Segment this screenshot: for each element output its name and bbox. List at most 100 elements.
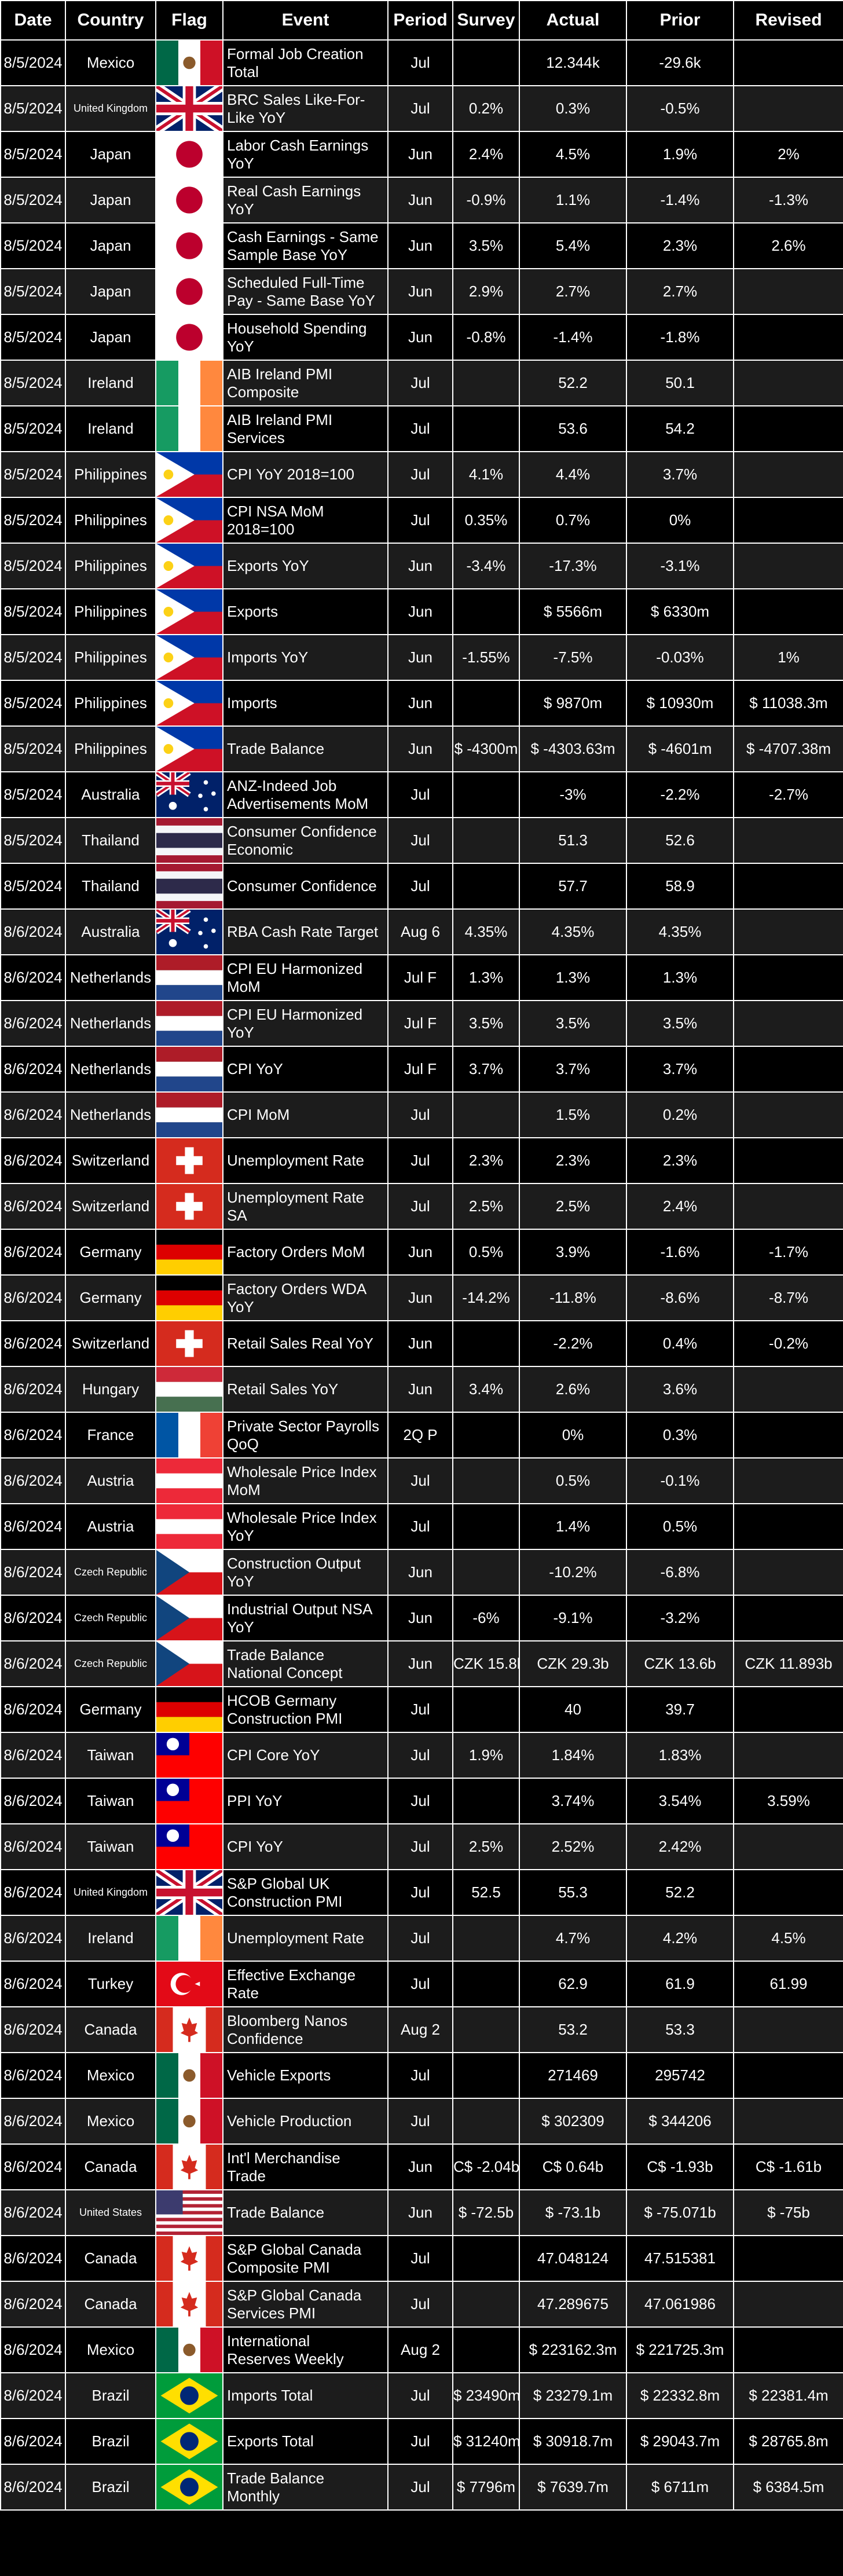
country-cell: Thailand [65,863,156,910]
switzerland-flag-icon [157,1185,222,1228]
country-cell: Netherlands [65,954,156,1001]
header-flag: Flag [155,0,223,41]
prior-cell: $ 22332.8m [626,2372,734,2419]
date-cell: 8/6/2024 [0,2235,66,2282]
flag-cell [155,588,223,635]
survey-cell [452,1915,520,1962]
event-cell: Wholesale Price Index MoM [222,1457,388,1504]
table-row: 8/6/2024 Australia RBA Cash Rate Target Aug… [0,908,843,955]
actual-cell: C$ 0.64b [519,2143,627,2190]
survey-cell: 3.5% [452,222,520,269]
mexico-flag-icon [157,2054,222,2097]
period-cell: Jul [387,360,453,406]
table-row: 8/6/2024 Germany Factory Orders WDA YoY Jun… [0,1274,843,1321]
header-row: Date Country Flag Event Period Survey Ac… [0,0,843,41]
prior-cell: 0% [626,497,734,544]
table-row: 8/6/2024 Austria Wholesale Price Index MoM… [0,1457,843,1504]
survey-cell [452,1412,520,1459]
flag-cell [155,497,223,544]
date-cell: 8/5/2024 [0,817,66,864]
date-cell: 8/5/2024 [0,177,66,223]
period-cell: Aug 6 [387,908,453,955]
table-row: 8/5/2024 Thailand Consumer Confidence Jul 57… [0,863,843,910]
actual-cell: 53.6 [519,405,627,452]
table-row: 8/5/2024 Philippines Imports Jun $ 9870m $ 10… [0,680,843,727]
header-revised: Revised [733,0,843,41]
period-cell: Jul [387,817,453,864]
period-cell: Jul [387,1961,453,2007]
brazil-flag-icon [157,2465,222,2509]
revised-cell [733,2052,843,2099]
canada-flag-icon [157,2008,222,2051]
survey-cell: -0.9% [452,177,520,223]
event-cell: Imports Total [222,2372,388,2419]
flag-cell [155,771,223,818]
event-cell: Trade Balance [222,725,388,772]
period-cell: Jul [387,1778,453,1824]
survey-cell: 2.9% [452,268,520,315]
flag-cell [155,680,223,727]
event-cell: Imports [222,680,388,727]
period-cell: Jul [387,1091,453,1138]
mexico-flag-icon [157,41,222,85]
flag-cell [155,1732,223,1779]
country-cell: Mexico [65,2326,156,2373]
period-cell: 2Q P [387,1412,453,1459]
survey-cell: 1.3% [452,954,520,1001]
country-cell: Brazil [65,2418,156,2465]
australia-flag-icon [157,773,222,816]
period-cell: Jul [387,863,453,910]
date-cell: 8/6/2024 [0,2372,66,2419]
table-row: 8/6/2024 Switzerland Unemployment Rate SA J… [0,1183,843,1230]
date-cell: 8/6/2024 [0,1686,66,1733]
survey-cell: -1.55% [452,634,520,681]
flag-cell [155,1686,223,1733]
flag-cell [155,1503,223,1550]
country-cell: Switzerland [65,1320,156,1367]
revised-cell: 2.6% [733,222,843,269]
survey-cell [452,360,520,406]
period-cell: Jun [387,1595,453,1641]
survey-cell [452,771,520,818]
event-cell: Effective Exchange Rate [222,1961,388,2007]
table-row: 8/6/2024 Netherlands CPI MoM Jul 1.5% 0.2% [0,1091,843,1138]
prior-cell: $ 221725.3m [626,2326,734,2373]
actual-cell: 0.3% [519,85,627,132]
survey-cell [452,2281,520,2328]
revised-cell [733,1457,843,1504]
flag-cell [155,1274,223,1321]
flag-cell [155,2281,223,2328]
country-cell: Brazil [65,2372,156,2419]
prior-cell: 54.2 [626,405,734,452]
prior-cell: -2.2% [626,771,734,818]
table-row: 8/6/2024 Czech Republic Industrial Output … [0,1595,843,1641]
date-cell: 8/6/2024 [0,1732,66,1779]
period-cell: Jul [387,1137,453,1184]
prior-cell: -0.03% [626,634,734,681]
flag-cell [155,1823,223,1870]
table-row: 8/5/2024 Japan Cash Earnings - Same Sample… [0,222,843,269]
revised-cell: $ -75b [733,2189,843,2236]
period-cell: Jun [387,1229,453,1276]
survey-cell: 0.2% [452,85,520,132]
survey-cell: -3.4% [452,543,520,589]
mexico-flag-icon [157,2099,222,2143]
date-cell: 8/5/2024 [0,405,66,452]
prior-cell: 3.5% [626,1000,734,1047]
flag-cell [155,1000,223,1047]
event-cell: BRC Sales Like-For- Like YoY [222,85,388,132]
actual-cell: 3.9% [519,1229,627,1276]
actual-cell: 0.7% [519,497,627,544]
prior-cell: 61.9 [626,1961,734,2007]
survey-cell [452,1686,520,1733]
survey-cell: $ 7796m [452,2464,520,2511]
country-cell: Philippines [65,543,156,589]
flag-cell [155,817,223,864]
date-cell: 8/6/2024 [0,1320,66,1367]
flag-cell [155,954,223,1001]
event-cell: Factory Orders MoM [222,1229,388,1276]
philippines-flag-icon [157,590,222,633]
event-cell: Int'l Merchandise Trade [222,2143,388,2190]
prior-cell: $ 6330m [626,588,734,635]
country-cell: Ireland [65,405,156,452]
